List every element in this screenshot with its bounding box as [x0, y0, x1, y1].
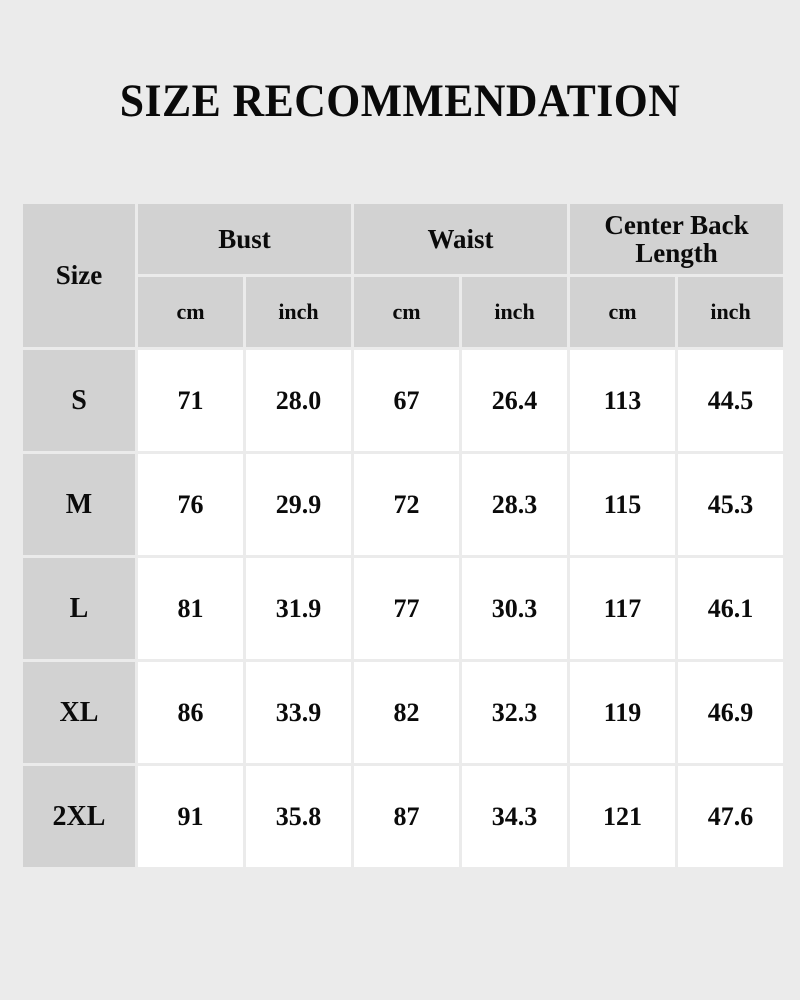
cell-cbl-cm: 113: [570, 350, 676, 451]
cell-waist-inch: 34.3: [462, 766, 568, 867]
cell-bust-inch: 33.9: [246, 662, 351, 763]
cell-waist-inch: 26.4: [462, 350, 568, 451]
cell-size: S: [23, 350, 135, 451]
cell-cbl-cm: 119: [570, 662, 676, 763]
cell-bust-inch: 29.9: [246, 454, 351, 555]
table-row: L 81 31.9 77 30.3 117 46.1: [23, 558, 784, 659]
cell-bust-inch: 31.9: [246, 558, 351, 659]
size-recommendation-table: Size Bust Waist Center Back Length cm in…: [20, 201, 786, 870]
cell-cbl-inch: 46.9: [678, 662, 784, 763]
cell-cbl-inch: 47.6: [678, 766, 784, 867]
cell-waist-cm: 77: [354, 558, 459, 659]
cell-cbl-cm: 115: [570, 454, 676, 555]
cell-bust-inch: 28.0: [246, 350, 351, 451]
table-row: XL 86 33.9 82 32.3 119 46.9: [23, 662, 784, 763]
table-header: Size Bust Waist Center Back Length cm in…: [23, 204, 784, 347]
page-title: SIZE RECOMMENDATION: [119, 75, 681, 127]
cell-bust-cm: 76: [138, 454, 243, 555]
header-group-row: Size Bust Waist Center Back Length: [23, 204, 784, 347]
unit-header-bust-inch: inch: [246, 277, 351, 347]
cell-waist-inch: 28.3: [462, 454, 568, 555]
cell-waist-cm: 72: [354, 454, 459, 555]
cell-bust-inch: 35.8: [246, 766, 351, 867]
cell-size: XL: [23, 662, 135, 763]
cell-bust-cm: 91: [138, 766, 243, 867]
cell-waist-cm: 87: [354, 766, 459, 867]
table-row: S 71 28.0 67 26.4 113 44.5: [23, 350, 784, 451]
cell-size: M: [23, 454, 135, 555]
cell-waist-cm: 82: [354, 662, 459, 763]
unit-header-waist-inch: inch: [462, 277, 568, 347]
unit-header-cbl-cm: cm: [570, 277, 676, 347]
cell-bust-cm: 86: [138, 662, 243, 763]
cell-cbl-inch: 46.1: [678, 558, 784, 659]
cell-bust-cm: 71: [138, 350, 243, 451]
column-group-header-waist: Waist: [354, 204, 568, 274]
column-header-size: Size: [23, 204, 135, 347]
table-row: 2XL 91 35.8 87 34.3 121 47.6: [23, 766, 784, 867]
cell-waist-cm: 67: [354, 350, 459, 451]
cell-cbl-cm: 117: [570, 558, 676, 659]
cell-waist-inch: 30.3: [462, 558, 568, 659]
cell-cbl-inch: 44.5: [678, 350, 784, 451]
cell-bust-cm: 81: [138, 558, 243, 659]
table-row: M 76 29.9 72 28.3 115 45.3: [23, 454, 784, 555]
cell-size: L: [23, 558, 135, 659]
unit-header-waist-cm: cm: [354, 277, 459, 347]
unit-header-cbl-inch: inch: [678, 277, 784, 347]
table-body: S 71 28.0 67 26.4 113 44.5 M 76 29.9 72 …: [23, 350, 784, 867]
header-unit-row: cm inch cm inch cm inch: [23, 277, 784, 347]
cell-waist-inch: 32.3: [462, 662, 568, 763]
cell-cbl-inch: 45.3: [678, 454, 784, 555]
cell-cbl-cm: 121: [570, 766, 676, 867]
column-group-header-bust: Bust: [138, 204, 351, 274]
cell-size: 2XL: [23, 766, 135, 867]
column-group-header-center-back-length: Center Back Length: [570, 204, 784, 274]
unit-header-bust-cm: cm: [138, 277, 243, 347]
